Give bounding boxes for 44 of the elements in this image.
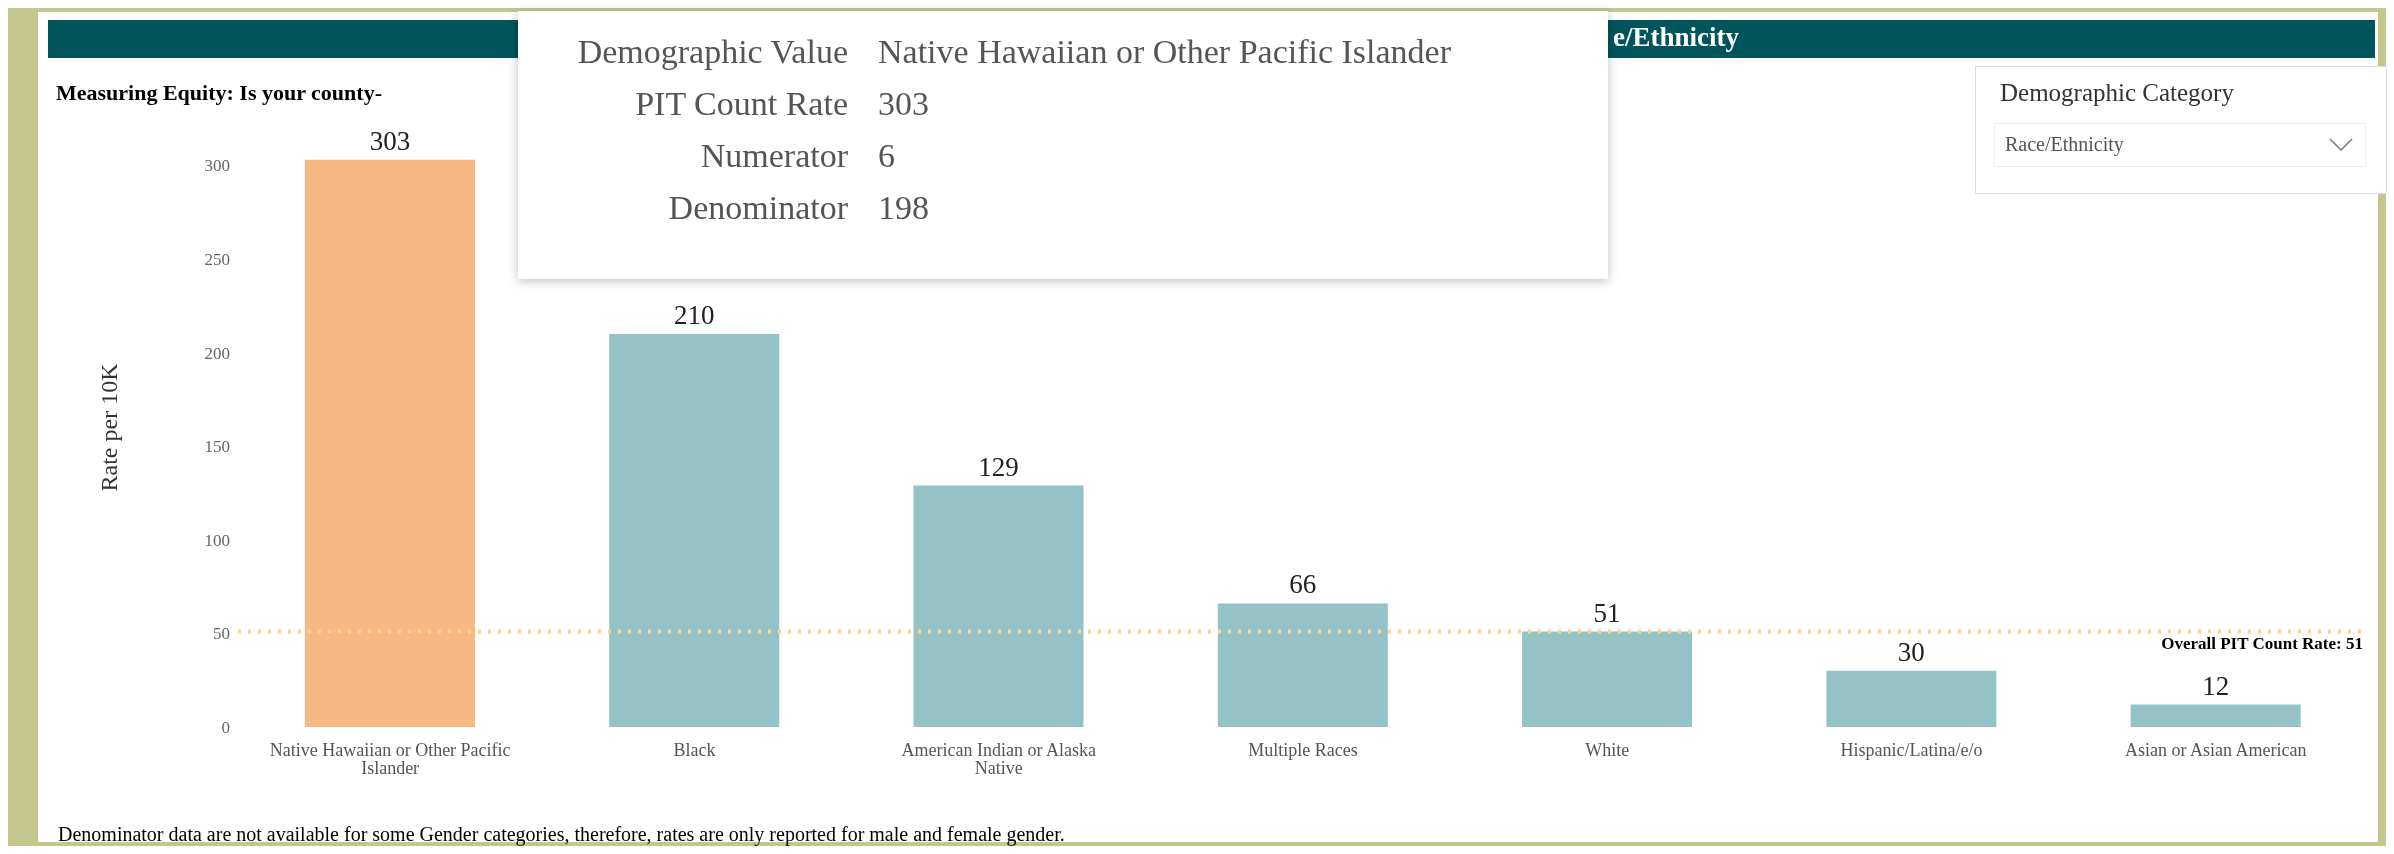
text: Denominator data are not available for some Gender categories, therefore, rates are only reported for male and female gender. xyxy=(58,823,1065,846)
text: Demographic Value xyxy=(577,33,848,70)
y-tick-label: 250 xyxy=(204,250,230,270)
data-label: 51 xyxy=(1593,597,1621,628)
bar xyxy=(2130,704,2301,727)
x-tick-label: Hispanic/Latina/e/o xyxy=(1840,739,1983,760)
data-label: 66 xyxy=(1289,569,1317,600)
y-tick-label: 200 xyxy=(204,343,230,363)
x-tick-label: American Indian or Alaska Native xyxy=(901,739,1096,778)
text: Native Hawaiian or Other Pacific Islander xyxy=(878,33,1452,70)
data-label: 303 xyxy=(369,125,411,156)
y-axis-title: Rate per 10K xyxy=(95,362,122,492)
y-tick-label: 50 xyxy=(213,624,230,644)
annotation: Race/Ethnicity xyxy=(2005,133,2124,156)
y-tick-label: 0 xyxy=(221,718,230,738)
dropdown-field: Race/Ethnicity xyxy=(1994,123,2366,167)
bar xyxy=(1217,603,1388,727)
y-tick-label: 100 xyxy=(204,530,230,550)
y-tick-label: 150 xyxy=(204,437,230,457)
x-tick-label: Native Hawaiian or Other Pacific Islander xyxy=(269,739,511,778)
text: 303 xyxy=(878,85,929,122)
chart-subtitle: Measuring Equity: Is your county- xyxy=(56,80,382,106)
x-tick-label: Asian or Asian American xyxy=(2125,739,2307,760)
bar xyxy=(913,485,1084,727)
annotation: 198 xyxy=(878,189,929,227)
y-tick-label: 300 xyxy=(204,156,230,176)
annotation: 6 xyxy=(878,137,895,175)
bar xyxy=(304,159,475,727)
data-label: 12 xyxy=(2202,670,2230,701)
ref-line-label: Overall PIT Count Rate: 51 xyxy=(2161,633,2363,653)
x-tick-label: White xyxy=(1585,739,1630,760)
chart-title: e/Ethnicity xyxy=(1613,22,1739,53)
bar xyxy=(609,333,780,727)
bar xyxy=(1522,631,1693,727)
data-label: 30 xyxy=(1897,636,1925,667)
annotation: Denominator xyxy=(668,189,848,227)
bar xyxy=(1826,670,1997,727)
data-label: 129 xyxy=(978,451,1019,482)
x-tick-label: Multiple Races xyxy=(1248,739,1358,760)
text: PIT Count Rate xyxy=(635,85,848,122)
data-label: 210 xyxy=(673,299,715,330)
filter-panel: Demographic Category Race/Ethnicity xyxy=(1975,66,2387,194)
annotation: Numerator xyxy=(700,137,848,175)
x-tick-label: Black xyxy=(673,739,716,760)
